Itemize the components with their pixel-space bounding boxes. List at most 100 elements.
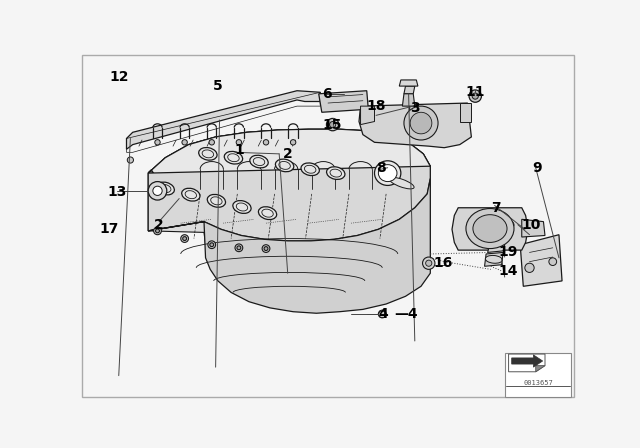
- Circle shape: [378, 310, 386, 318]
- Ellipse shape: [301, 163, 319, 176]
- Polygon shape: [520, 235, 562, 286]
- Text: 6: 6: [322, 87, 332, 101]
- Circle shape: [155, 140, 160, 145]
- Circle shape: [153, 186, 162, 195]
- Circle shape: [469, 90, 481, 102]
- Circle shape: [236, 140, 241, 145]
- Text: 18: 18: [366, 99, 386, 113]
- Ellipse shape: [330, 169, 342, 177]
- Ellipse shape: [233, 201, 251, 213]
- Text: 1: 1: [234, 143, 244, 157]
- Circle shape: [426, 260, 432, 266]
- Text: 17: 17: [100, 222, 119, 237]
- Circle shape: [263, 140, 269, 145]
- Circle shape: [330, 121, 336, 128]
- Ellipse shape: [500, 218, 517, 232]
- Circle shape: [262, 245, 270, 252]
- Polygon shape: [148, 166, 430, 241]
- Polygon shape: [452, 208, 528, 250]
- Circle shape: [154, 227, 161, 235]
- Text: 8: 8: [376, 161, 385, 175]
- Ellipse shape: [156, 182, 174, 195]
- Circle shape: [326, 118, 339, 131]
- Text: 15: 15: [323, 118, 342, 132]
- Ellipse shape: [374, 161, 401, 185]
- Ellipse shape: [207, 194, 225, 207]
- Polygon shape: [127, 91, 320, 149]
- Text: 16: 16: [433, 256, 452, 270]
- Polygon shape: [522, 220, 545, 237]
- Polygon shape: [403, 94, 415, 106]
- Polygon shape: [148, 178, 430, 313]
- Text: 7: 7: [492, 201, 501, 215]
- Circle shape: [182, 237, 187, 241]
- Circle shape: [237, 246, 241, 250]
- Polygon shape: [511, 355, 543, 367]
- Circle shape: [182, 140, 188, 145]
- Ellipse shape: [182, 188, 200, 201]
- Polygon shape: [148, 129, 430, 237]
- Circle shape: [148, 181, 167, 200]
- Circle shape: [406, 115, 411, 120]
- Ellipse shape: [198, 147, 217, 160]
- Ellipse shape: [326, 167, 345, 180]
- Polygon shape: [460, 103, 472, 121]
- Polygon shape: [148, 129, 430, 237]
- Circle shape: [208, 241, 216, 249]
- Ellipse shape: [253, 158, 265, 165]
- Ellipse shape: [389, 177, 414, 189]
- Polygon shape: [148, 129, 430, 237]
- Circle shape: [209, 140, 214, 145]
- Text: 4: 4: [378, 307, 388, 321]
- Ellipse shape: [262, 209, 273, 217]
- Circle shape: [404, 106, 438, 140]
- Ellipse shape: [224, 151, 243, 164]
- Ellipse shape: [185, 191, 196, 198]
- Text: 14: 14: [498, 264, 518, 278]
- Circle shape: [180, 235, 189, 242]
- Ellipse shape: [259, 207, 276, 220]
- Text: 13: 13: [108, 185, 127, 199]
- Circle shape: [264, 247, 268, 250]
- Circle shape: [549, 258, 557, 266]
- Text: 2: 2: [154, 218, 164, 232]
- Polygon shape: [536, 366, 545, 372]
- Ellipse shape: [236, 203, 248, 211]
- Polygon shape: [148, 166, 430, 309]
- Ellipse shape: [485, 255, 502, 263]
- Ellipse shape: [473, 215, 507, 242]
- Text: —4: —4: [394, 307, 417, 321]
- Text: 9: 9: [532, 161, 542, 175]
- Circle shape: [156, 229, 159, 233]
- Text: 19: 19: [498, 246, 518, 259]
- Polygon shape: [488, 245, 505, 252]
- Ellipse shape: [503, 221, 514, 228]
- Polygon shape: [81, 55, 575, 397]
- Circle shape: [410, 112, 432, 134]
- Ellipse shape: [279, 161, 291, 169]
- Polygon shape: [399, 80, 418, 86]
- Polygon shape: [319, 91, 368, 112]
- Polygon shape: [360, 106, 374, 125]
- Ellipse shape: [211, 197, 222, 205]
- Circle shape: [210, 243, 214, 247]
- Text: 2: 2: [283, 147, 292, 161]
- Polygon shape: [359, 103, 472, 148]
- Text: 0013657: 0013657: [523, 379, 553, 386]
- Circle shape: [422, 257, 435, 269]
- Ellipse shape: [378, 165, 397, 181]
- Ellipse shape: [250, 155, 268, 168]
- Polygon shape: [404, 86, 415, 94]
- Ellipse shape: [159, 185, 171, 193]
- Polygon shape: [484, 252, 503, 266]
- Polygon shape: [509, 354, 545, 372]
- Ellipse shape: [228, 154, 239, 162]
- Ellipse shape: [275, 159, 294, 172]
- Circle shape: [235, 244, 243, 252]
- Ellipse shape: [202, 150, 214, 158]
- Bar: [505, 353, 572, 397]
- Ellipse shape: [305, 165, 316, 173]
- Text: 10: 10: [522, 218, 541, 232]
- Text: 12: 12: [109, 70, 129, 84]
- Text: 5: 5: [213, 79, 223, 93]
